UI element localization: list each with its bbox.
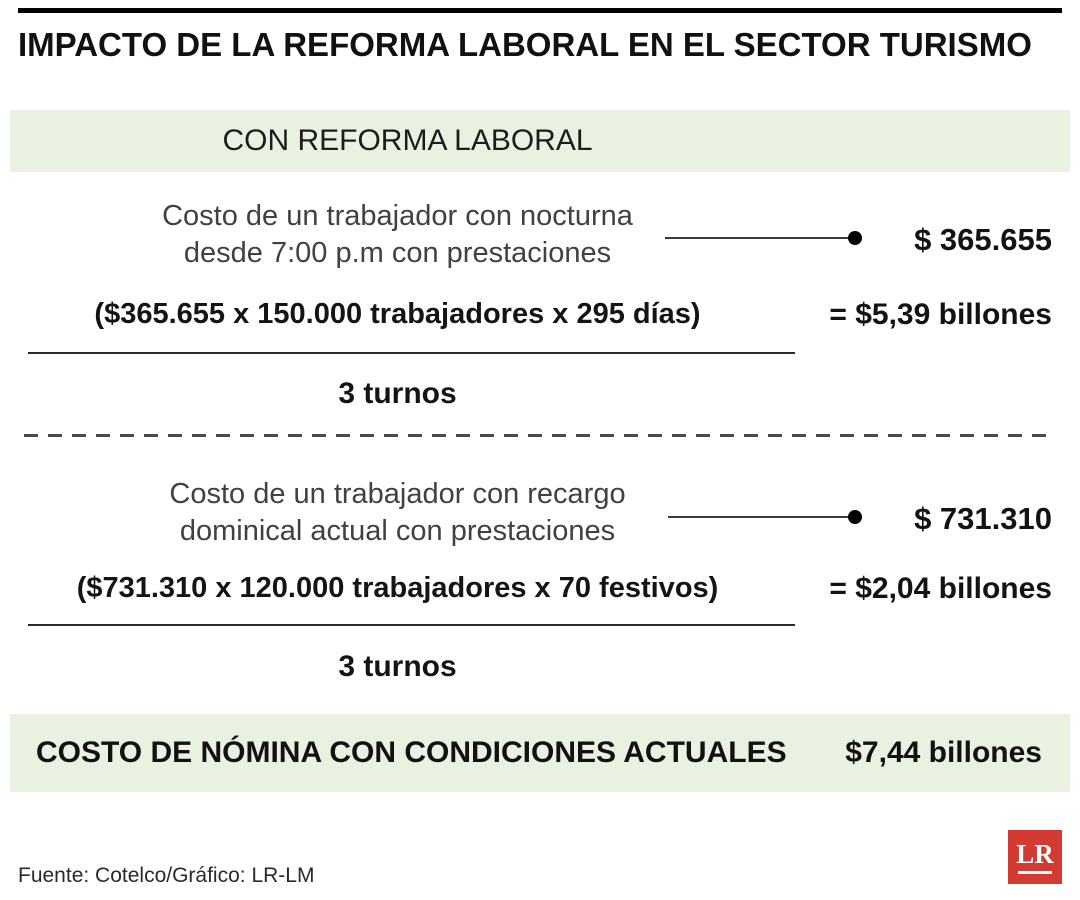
connector-line [668,516,855,518]
connector-line [665,237,855,239]
section2-description: Costo de un trabajador con recargo domin… [0,476,795,550]
section2-unit-cost: $ 731.310 [914,501,1052,536]
section2-result: = $2,04 billones [829,572,1052,605]
section1-result: = $5,39 billones [829,298,1052,331]
section2-desc-line1: Costo de un trabajador con recargo [169,478,626,510]
section2-formula: ($731.310 x 120.000 trabajadores x 70 fe… [76,572,719,604]
connector-dot-icon [848,231,862,245]
lr-logo: LR [1008,830,1062,884]
top-rule [18,8,1062,13]
total-value: $7,44 billones [845,736,1042,769]
section1-formula: ($365.655 x 150.000 trabajadores x 295 d… [94,298,701,330]
total-band: COSTO DE NÓMINA CON CONDICIONES ACTUALES… [10,714,1070,792]
fraction-bar [28,352,795,354]
lr-logo-text: LR [1016,838,1054,869]
header-band-label: CON REFORMA LABORAL [222,124,593,157]
connector-dot-icon [848,510,862,524]
source-credit: Fuente: Cotelco/Gráfico: LR-LM [18,864,315,887]
section1-description: Costo de un trabajador con nocturna desd… [0,198,795,272]
section1-desc-line1: Costo de un trabajador con nocturna [162,200,633,232]
header-band: CON REFORMA LABORAL [10,110,1070,172]
section2-denominator: 3 turnos [338,650,457,683]
section1-unit-cost: $ 365.655 [914,222,1052,257]
lr-logo-underline [1018,870,1052,874]
fraction-bar [28,624,795,626]
dashed-divider [24,434,1056,437]
section2-desc-line2: dominical actual con prestaciones [179,515,616,547]
section1-denominator: 3 turnos [338,377,457,410]
page-title: IMPACTO DE LA REFORMA LABORAL EN EL SECT… [18,26,1032,63]
total-label: COSTO DE NÓMINA CON CONDICIONES ACTUALES [36,736,787,769]
section1-desc-line2: desde 7:00 p.m con prestaciones [183,237,612,269]
